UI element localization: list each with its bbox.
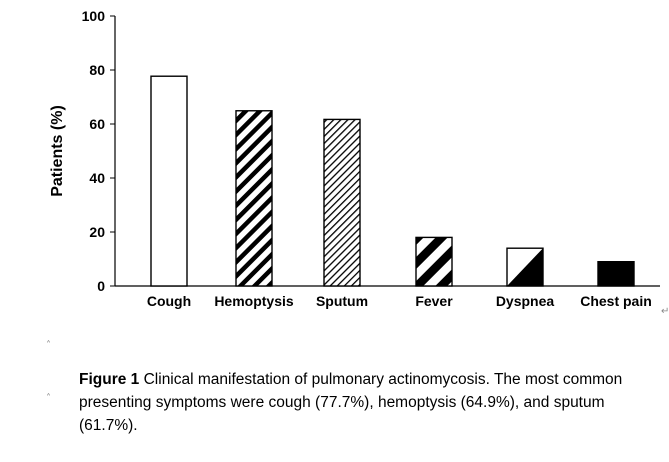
paragraph-mark: ˄ (46, 393, 51, 404)
y-tick-label: 60 (89, 116, 105, 132)
x-tick-label: Dyspnea (496, 293, 555, 309)
y-tick-label: 80 (89, 62, 105, 78)
y-axis-label: Patients (%) (49, 105, 66, 197)
x-tick-label: Cough (147, 293, 191, 309)
y-tick-label: 20 (89, 224, 105, 240)
bar-4-fill (507, 248, 543, 286)
x-tick-label: Hemoptysis (214, 293, 294, 309)
bar-5 (597, 261, 635, 287)
bar-chart: 0 20 40 60 80 100 Patients (%) Cough Hemoptysis S… (49, 8, 660, 309)
chart-axes (110, 15, 660, 287)
figure-caption: Figure 1 Clinical manifestation of pulmo… (79, 368, 639, 437)
return-mark: ↵ (661, 306, 669, 317)
figure-label: Figure 1 (79, 371, 140, 388)
y-tick-label: 40 (89, 170, 105, 186)
x-tick-label: Fever (415, 293, 453, 309)
y-tick-label: 100 (82, 8, 106, 24)
bar-1 (235, 110, 273, 287)
x-tick-label: Sputum (316, 293, 368, 309)
paragraph-mark: ˄ (46, 340, 51, 351)
figure-caption-text: Clinical manifestation of pulmonary acti… (79, 371, 623, 434)
y-tick-label: 0 (97, 278, 105, 294)
chart-labels: 0 20 40 60 80 100 Patients (%) Cough Hemoptysis S… (49, 8, 652, 309)
bar-0 (150, 75, 188, 287)
bar-2 (323, 118, 361, 287)
bar-3 (415, 236, 453, 287)
chart-bars (150, 75, 635, 287)
x-tick-label: Chest pain (580, 293, 652, 309)
bar-4 (506, 247, 544, 287)
